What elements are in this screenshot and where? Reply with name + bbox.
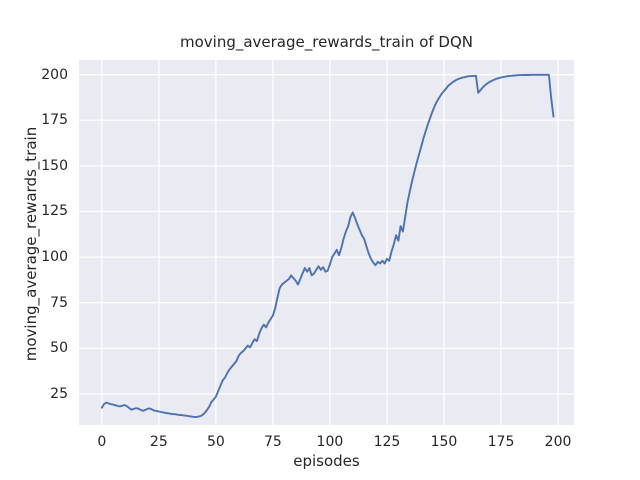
x-tick-label: 150	[430, 434, 458, 450]
x-axis-label: episodes	[293, 452, 360, 470]
x-tick-label: 200	[544, 434, 572, 450]
x-tick-label: 25	[149, 434, 168, 450]
x-tick-label: 100	[316, 434, 344, 450]
chart-title: moving_average_rewards_train of DQN	[179, 33, 474, 51]
y-tick-label: 75	[50, 294, 68, 311]
y-tick-label: 175	[41, 112, 68, 129]
y-tick-label: 25	[50, 385, 68, 402]
y-axis-label: moving_average_rewards_train	[22, 126, 40, 362]
x-tick-label: 175	[487, 434, 515, 450]
y-tick-label: 125	[41, 203, 68, 220]
x-tick-label: 50	[206, 434, 225, 450]
y-tick-label: 50	[50, 340, 68, 357]
y-tick-label: 150	[41, 157, 68, 174]
reward-line	[100, 73, 555, 418]
y-tick-label: 100	[41, 249, 68, 266]
x-tick-label: 125	[373, 434, 401, 450]
plot-area	[79, 60, 574, 425]
x-tick-label: 0	[97, 434, 107, 450]
x-tick-label: 75	[263, 434, 282, 450]
y-tick-label: 200	[41, 66, 68, 83]
